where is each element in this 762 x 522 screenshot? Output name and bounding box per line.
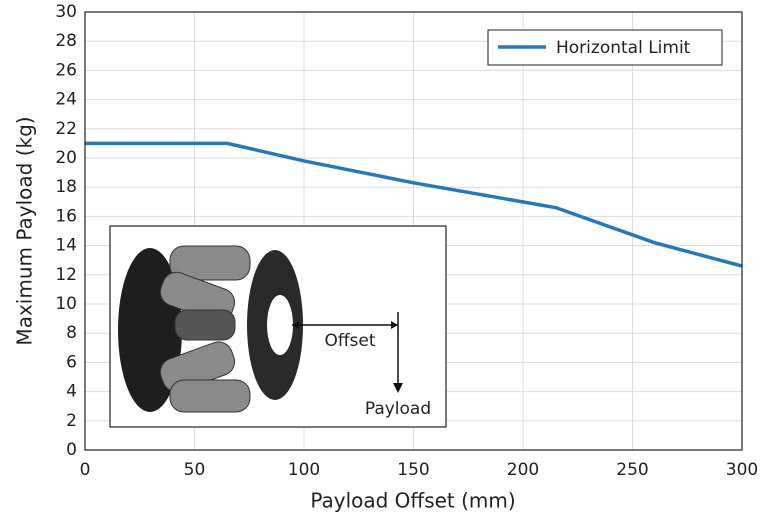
- y-tick-label: 12: [55, 265, 77, 285]
- y-tick-label: 16: [55, 206, 77, 226]
- y-tick-label: 20: [55, 148, 77, 168]
- legend: Horizontal Limit: [487, 29, 723, 66]
- y-tick-label: 24: [55, 90, 77, 110]
- y-tick-label: 2: [66, 411, 77, 431]
- y-tick-label: 4: [66, 382, 77, 402]
- y-tick-label: 22: [55, 119, 77, 139]
- y-tick-label: 14: [55, 236, 77, 256]
- x-tick-label: 200: [507, 460, 539, 480]
- annotation: Payload: [365, 399, 431, 419]
- y-tick-label: 30: [55, 2, 77, 22]
- actuator: [169, 379, 251, 413]
- x-tick-label: 250: [616, 460, 648, 480]
- x-tick-label: 100: [288, 460, 320, 480]
- y-tick-label: 10: [55, 294, 77, 314]
- annotation: Offset: [324, 331, 375, 351]
- y-axis-label: Maximum Payload (kg): [13, 116, 37, 345]
- legend-label: Horizontal Limit: [556, 38, 691, 58]
- y-tick-label: 8: [66, 323, 77, 343]
- x-tick-label: 300: [726, 460, 758, 480]
- x-tick-label: 150: [397, 460, 429, 480]
- inset: Offset Payload: [109, 225, 447, 428]
- x-tick-label: 0: [80, 460, 91, 480]
- actuator: [169, 245, 251, 281]
- y-tick-label: 18: [55, 177, 77, 197]
- line: [85, 141, 743, 268]
- arrow-head: [393, 383, 403, 393]
- y-tick-label: 26: [55, 60, 77, 80]
- y-tick-label: 6: [66, 352, 77, 372]
- plate-hole: [267, 295, 293, 355]
- x-tick-label: 50: [184, 460, 206, 480]
- y-tick-label: 0: [66, 440, 77, 460]
- plot-frame: [84, 11, 743, 451]
- actuator: [174, 309, 236, 341]
- y-tick-label: 28: [55, 31, 77, 51]
- x-axis-label: Payload Offset (mm): [310, 489, 515, 513]
- legend-box: [487, 29, 723, 66]
